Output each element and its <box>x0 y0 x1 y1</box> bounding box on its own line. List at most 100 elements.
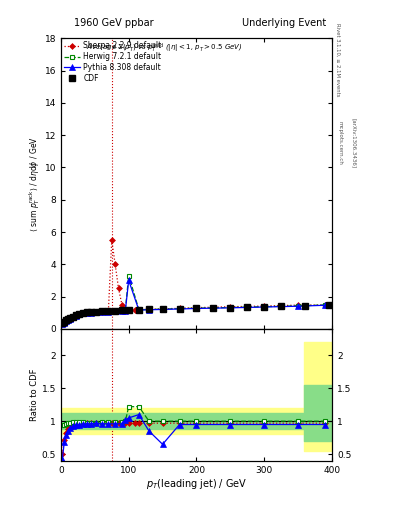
Herwig 7.2.1 default <box>113 308 118 314</box>
Pythia 8.308 default <box>262 304 266 310</box>
Herwig 7.2.1 default <box>136 307 141 313</box>
Sherpa 2.2.9 default <box>296 302 301 308</box>
CDF <box>73 312 78 318</box>
CDF <box>99 308 104 314</box>
CDF <box>177 306 182 312</box>
Pythia 8.308 default <box>64 318 69 325</box>
Sherpa 2.2.9 default <box>99 309 104 315</box>
Herwig 7.2.1 default <box>147 306 151 312</box>
Sherpa 2.2.9 default <box>323 302 328 308</box>
Herwig 7.2.1 default <box>73 312 78 318</box>
Herwig 7.2.1 default <box>64 317 69 324</box>
Herwig 7.2.1 default <box>296 303 301 309</box>
Sherpa 2.2.9 default <box>68 315 73 322</box>
Herwig 7.2.1 default <box>177 306 182 312</box>
CDF <box>71 313 75 319</box>
Herwig 7.2.1 default <box>71 314 75 320</box>
CDF <box>228 305 233 311</box>
CDF <box>106 308 111 314</box>
Y-axis label: Ratio to CDF: Ratio to CDF <box>30 369 39 421</box>
Sherpa 2.2.9 default <box>94 309 99 315</box>
Herwig 7.2.1 default <box>68 315 73 321</box>
Herwig 7.2.1 default <box>160 306 165 312</box>
Sherpa 2.2.9 default <box>106 308 111 314</box>
Line: Sherpa 2.2.9 default: Sherpa 2.2.9 default <box>60 238 327 326</box>
Herwig 7.2.1 default <box>323 302 328 308</box>
CDF <box>62 318 67 325</box>
Pythia 8.308 default <box>84 310 89 316</box>
Herwig 7.2.1 default <box>62 319 67 325</box>
Pythia 8.308 default <box>136 307 141 313</box>
Sherpa 2.2.9 default <box>228 304 233 310</box>
CDF <box>68 315 73 321</box>
Pythia 8.308 default <box>77 311 82 317</box>
CDF <box>84 309 89 315</box>
Pythia 8.308 default <box>123 308 128 314</box>
Herwig 7.2.1 default <box>66 316 71 323</box>
Pythia 8.308 default <box>113 308 118 314</box>
Sherpa 2.2.9 default <box>60 321 64 327</box>
Pythia 8.308 default <box>71 314 75 321</box>
Herwig 7.2.1 default <box>119 308 124 314</box>
Pythia 8.308 default <box>228 305 233 311</box>
CDF <box>66 316 71 322</box>
CDF <box>64 317 69 324</box>
CDF <box>279 303 284 309</box>
Pythia 8.308 default <box>80 310 85 316</box>
Sherpa 2.2.9 default <box>262 303 266 309</box>
Sherpa 2.2.9 default <box>73 312 78 318</box>
Pythia 8.308 default <box>106 309 111 315</box>
Line: Pythia 8.308 default: Pythia 8.308 default <box>59 278 328 327</box>
Pythia 8.308 default <box>89 309 94 315</box>
Pythia 8.308 default <box>126 278 131 284</box>
Herwig 7.2.1 default <box>99 308 104 314</box>
Text: Average $\Sigma(p_T)$ vs $p_T^{\rm lead}$ ($|\eta| < 1$, $p_T > 0.5$ GeV): Average $\Sigma(p_T)$ vs $p_T^{\rm lead}… <box>86 41 242 55</box>
Pythia 8.308 default <box>99 309 104 315</box>
Sherpa 2.2.9 default <box>66 317 71 323</box>
Pythia 8.308 default <box>94 309 99 315</box>
Sherpa 2.2.9 default <box>194 305 199 311</box>
CDF <box>136 307 141 313</box>
Herwig 7.2.1 default <box>77 311 82 317</box>
Herwig 7.2.1 default <box>89 309 94 315</box>
Pythia 8.308 default <box>73 313 78 319</box>
CDF <box>262 304 266 310</box>
Line: Herwig 7.2.1 default: Herwig 7.2.1 default <box>60 273 328 326</box>
Sherpa 2.2.9 default <box>119 302 124 308</box>
Herwig 7.2.1 default <box>194 305 199 311</box>
Herwig 7.2.1 default <box>123 307 128 313</box>
Sherpa 2.2.9 default <box>64 318 69 324</box>
Pythia 8.308 default <box>160 306 165 312</box>
Sherpa 2.2.9 default <box>147 306 151 312</box>
Herwig 7.2.1 default <box>228 305 233 311</box>
CDF <box>211 305 216 311</box>
Sherpa 2.2.9 default <box>113 261 118 267</box>
Pythia 8.308 default <box>119 308 124 314</box>
Pythia 8.308 default <box>68 315 73 322</box>
Pythia 8.308 default <box>194 305 199 311</box>
Text: mcplots.cern.ch: mcplots.cern.ch <box>337 121 342 165</box>
Pythia 8.308 default <box>147 307 151 313</box>
Pythia 8.308 default <box>323 302 328 308</box>
Herwig 7.2.1 default <box>262 304 266 310</box>
Sherpa 2.2.9 default <box>133 307 138 313</box>
CDF <box>126 307 131 313</box>
CDF <box>94 308 99 314</box>
Herwig 7.2.1 default <box>84 309 89 315</box>
Sherpa 2.2.9 default <box>71 314 75 320</box>
Text: 1960 GeV ppbar: 1960 GeV ppbar <box>75 18 154 28</box>
Text: [arXiv:1306.3436]: [arXiv:1306.3436] <box>351 118 356 168</box>
Sherpa 2.2.9 default <box>177 305 182 311</box>
Herwig 7.2.1 default <box>126 272 131 279</box>
Sherpa 2.2.9 default <box>160 306 165 312</box>
CDF <box>245 304 250 310</box>
Herwig 7.2.1 default <box>94 309 99 315</box>
CDF <box>147 306 151 312</box>
Sherpa 2.2.9 default <box>123 308 128 314</box>
Pythia 8.308 default <box>60 321 64 327</box>
Sherpa 2.2.9 default <box>136 307 141 313</box>
CDF <box>194 305 199 311</box>
Sherpa 2.2.9 default <box>62 319 67 326</box>
Sherpa 2.2.9 default <box>116 285 121 291</box>
Herwig 7.2.1 default <box>106 308 111 314</box>
